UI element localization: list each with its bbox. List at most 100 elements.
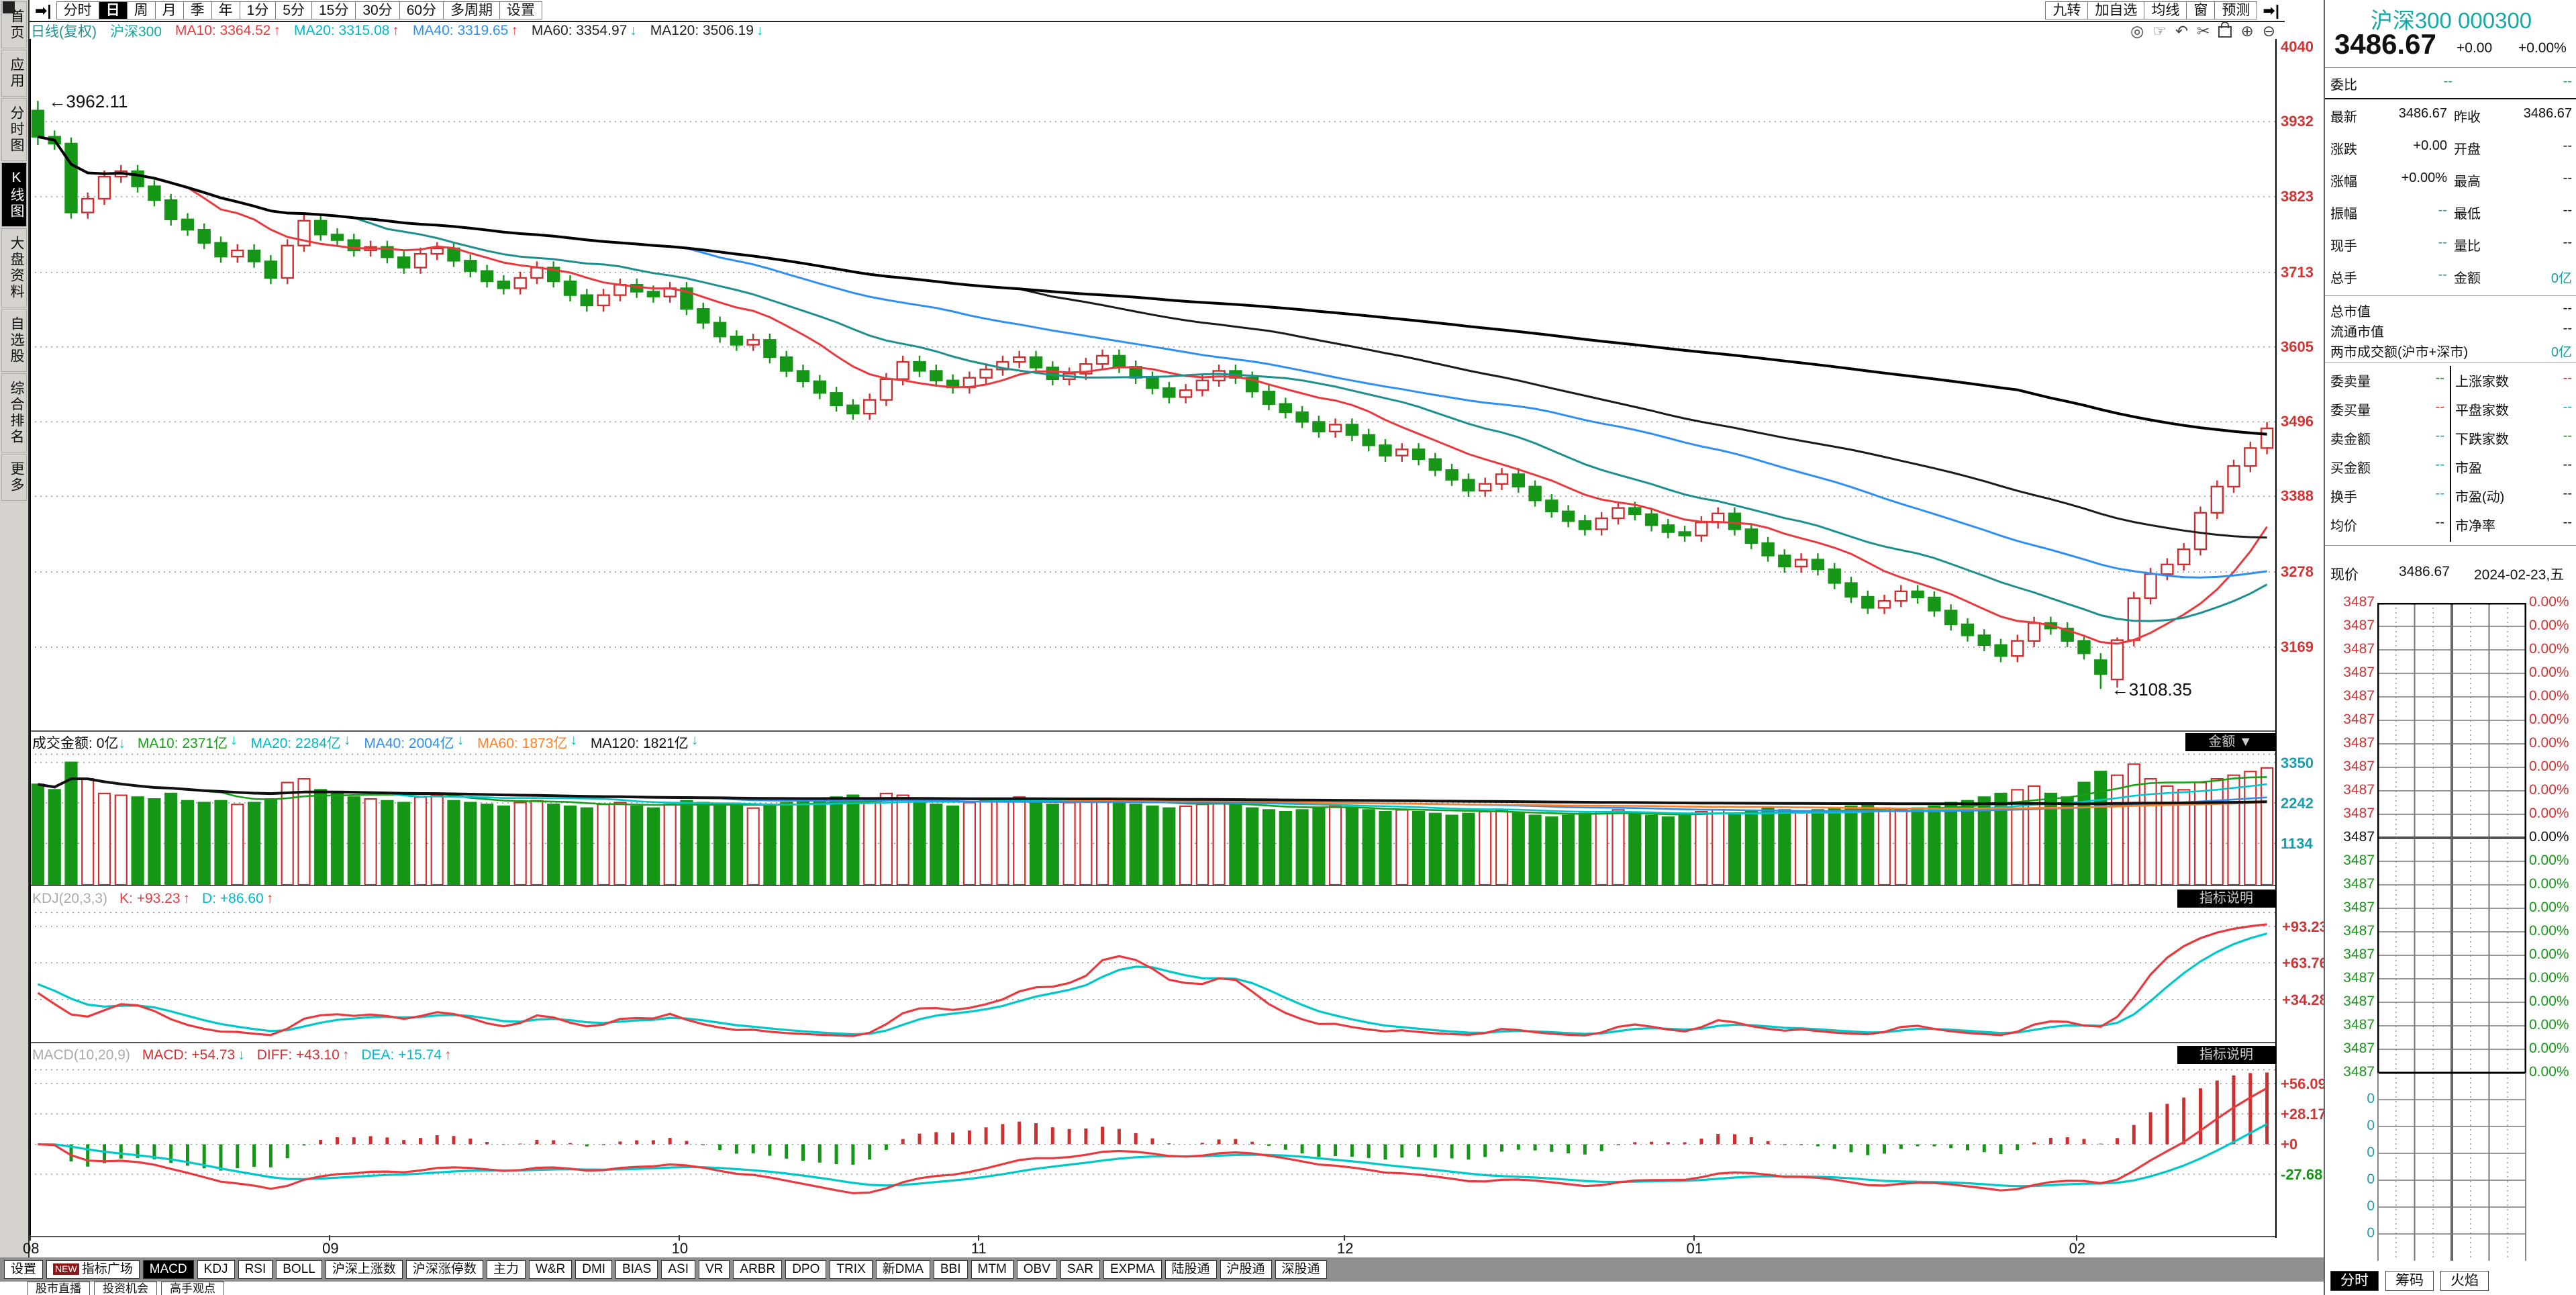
panel-separator[interactable] xyxy=(30,730,2277,732)
indicator-tab-主力[interactable]: 主力 xyxy=(486,1259,526,1279)
indicator-tab-ASI[interactable]: ASI xyxy=(661,1259,695,1279)
indicator-tab-陆股通[interactable]: 陆股通 xyxy=(1165,1259,1217,1279)
ladder-pct: 0.00% xyxy=(2529,782,2569,798)
mini-tab-分时[interactable]: 分时 xyxy=(2330,1271,2379,1291)
ladder-pct: 0.00% xyxy=(2529,618,2569,633)
volume-mode-dropdown[interactable]: 金额 ▼ xyxy=(2185,733,2275,751)
tool-button-窗[interactable]: 窗 xyxy=(2186,1,2216,19)
sidebar-item-综合排名[interactable]: 综合排名 xyxy=(1,373,27,452)
indicator-tab-MTM[interactable]: MTM xyxy=(971,1259,1013,1279)
macd-help-button[interactable]: 指标说明 xyxy=(2177,1046,2275,1064)
tool-button-均线[interactable]: 均线 xyxy=(2144,1,2187,19)
date-label-02: 02 xyxy=(2069,1240,2086,1257)
hand-icon[interactable]: ☞ xyxy=(2152,22,2167,40)
sidebar-item-分时图[interactable]: 分时图 xyxy=(1,98,27,161)
indicator-tab-BIAS[interactable]: BIAS xyxy=(615,1259,658,1279)
period-tab-多周期[interactable]: 多周期 xyxy=(443,1,501,19)
legend-item: MACD: +54.73 ↓ xyxy=(142,1047,245,1063)
app-menu-icon[interactable] xyxy=(3,1,15,13)
period-tab-1分[interactable]: 1分 xyxy=(239,1,277,19)
indicator-tab-VR[interactable]: VR xyxy=(698,1259,730,1279)
period-tab-周[interactable]: 周 xyxy=(126,1,156,19)
new-badge: NEW xyxy=(53,1263,79,1275)
indicator-tab-TRIX[interactable]: TRIX xyxy=(830,1259,873,1279)
indicator-tab-沪深涨停数[interactable]: 沪深涨停数 xyxy=(405,1259,483,1279)
zoom-out-icon[interactable]: ⊖ xyxy=(2262,22,2275,40)
divider xyxy=(2325,67,2576,68)
ladder-pct: 0.00% xyxy=(2529,853,2569,868)
tool-button-加自选[interactable]: 加自选 xyxy=(2087,1,2145,19)
sidebar-item-大盘资料[interactable]: 大盘资料 xyxy=(1,228,27,307)
date-axis: 08 09 10 11 12 01 02 xyxy=(23,1235,2277,1257)
period-tab-年[interactable]: 年 xyxy=(211,1,240,19)
indicator-tab-EXPMA[interactable]: EXPMA xyxy=(1103,1259,1162,1279)
legend-item: MA40: 2004亿 ↓ xyxy=(364,732,464,751)
collapse-left-icon[interactable]: ➡| xyxy=(35,1,52,19)
sidebar-item-自选股[interactable]: 自选股 xyxy=(1,309,27,372)
indicator-tab-BBI[interactable]: BBI xyxy=(933,1259,968,1279)
indicator-tab-RSI[interactable]: RSI xyxy=(238,1259,273,1279)
macd-chart[interactable] xyxy=(30,1069,2277,1239)
macd-legend: MACD: +54.73 ↓ DIFF: +43.10 ↑ DEA: +15.74 ↑ xyxy=(142,1047,452,1063)
divider xyxy=(2325,98,2576,99)
volume-chart[interactable] xyxy=(30,753,2277,888)
period-tab-60分[interactable]: 60分 xyxy=(399,1,444,19)
indicator-tab-BOLL[interactable]: BOLL xyxy=(276,1259,322,1279)
mini-tab-筹码[interactable]: 筹码 xyxy=(2385,1271,2434,1291)
indicator-tab-沪股通[interactable]: 沪股通 xyxy=(1220,1259,1272,1279)
status-button-股市直播[interactable]: 股市直播 xyxy=(27,1281,90,1295)
scissors-icon[interactable]: ✂ xyxy=(2197,22,2210,40)
indicator-tab-设置[interactable]: 设置 xyxy=(4,1259,44,1279)
kdj-help-button[interactable]: 指标说明 xyxy=(2177,890,2275,908)
undo-icon[interactable]: ↶ xyxy=(2175,22,2189,40)
indicator-tab-DPO[interactable]: DPO xyxy=(785,1259,827,1279)
ladder-volume: 0 xyxy=(2367,1145,2375,1160)
mini-tab-火焰[interactable]: 火焰 xyxy=(2440,1271,2489,1291)
sidebar-item-应用[interactable]: 应用 xyxy=(1,50,27,97)
indicator-tab-SAR[interactable]: SAR xyxy=(1060,1259,1100,1279)
period-tab-30分[interactable]: 30分 xyxy=(355,1,400,19)
indicator-tab-KDJ[interactable]: KDJ xyxy=(197,1259,235,1279)
indicator-tab-指标广场[interactable]: NEW 指标广场 xyxy=(46,1259,140,1279)
indicator-tab-DMI[interactable]: DMI xyxy=(575,1259,613,1279)
panel-separator[interactable] xyxy=(30,885,2277,886)
indicator-tab-OBV[interactable]: OBV xyxy=(1016,1259,1057,1279)
ladder-volume: 0 xyxy=(2367,1198,2375,1214)
date-tick xyxy=(30,1235,31,1241)
sidebar-item-K线图[interactable]: K线图 xyxy=(1,162,27,227)
panel-separator[interactable] xyxy=(30,1042,2277,1043)
tool-button-预测[interactable]: 预测 xyxy=(2214,1,2258,19)
period-tab-5分[interactable]: 5分 xyxy=(275,1,312,19)
last-price: 3486.67 xyxy=(2334,28,2436,60)
period-tab-设置[interactable]: 设置 xyxy=(499,1,543,19)
macd-header: MACD(10,20,9) MACD: +54.73 ↓ DIFF: +43.10 ↑… xyxy=(32,1046,452,1064)
ladder-pct: 0.00% xyxy=(2529,712,2569,727)
indicator-tab-深股通[interactable]: 深股通 xyxy=(1275,1259,1327,1279)
indicator-tab-ARBR[interactable]: ARBR xyxy=(733,1259,783,1279)
tool-button-九转[interactable]: 九转 xyxy=(2045,1,2089,19)
zoom-in-icon[interactable]: ⊕ xyxy=(2240,22,2254,40)
status-button-高手观点[interactable]: 高手观点 xyxy=(161,1281,224,1295)
ma-legend: MA10: 3364.52 ↑ MA20: 3315.08 ↑ MA40: 3319.6… xyxy=(175,23,763,39)
period-tab-季[interactable]: 季 xyxy=(183,1,212,19)
period-tab-15分[interactable]: 15分 xyxy=(311,1,356,19)
period-tab-日[interactable]: 日 xyxy=(98,1,128,19)
volume-header: 成交金额: 0亿↓ MA10: 2371亿 ↓ MA20: 2284亿 ↓ MA40: … xyxy=(32,732,698,751)
collapse-right-icon[interactable]: ➡| xyxy=(2263,1,2279,19)
status-button-投资机会[interactable]: 投资机会 xyxy=(94,1281,157,1295)
kdj-chart[interactable] xyxy=(30,912,2277,1045)
eye-icon[interactable]: ◎ xyxy=(2130,22,2144,40)
indicator-tab-沪深上涨数[interactable]: 沪深上涨数 xyxy=(325,1259,403,1279)
period-tab-月[interactable]: 月 xyxy=(154,1,184,19)
indicator-tab-W&R[interactable]: W&R xyxy=(528,1259,573,1279)
divider xyxy=(2325,545,2576,546)
sidebar-item-更多[interactable]: 更多 xyxy=(1,454,27,501)
indicator-tab-MACD[interactable]: MACD xyxy=(142,1259,194,1279)
legend-item: DIFF: +43.10 ↑ xyxy=(256,1047,350,1063)
legend-item: MA20: 3315.08 ↑ xyxy=(293,22,399,38)
plot-right-border xyxy=(2275,39,2277,1238)
lock-icon[interactable] xyxy=(2218,21,2232,42)
main-candle-chart[interactable]: ←3962.11 ←3108.35 xyxy=(30,39,2277,734)
indicator-tab-新DMA[interactable]: 新DMA xyxy=(875,1259,930,1279)
period-tab-分时[interactable]: 分时 xyxy=(56,1,99,19)
